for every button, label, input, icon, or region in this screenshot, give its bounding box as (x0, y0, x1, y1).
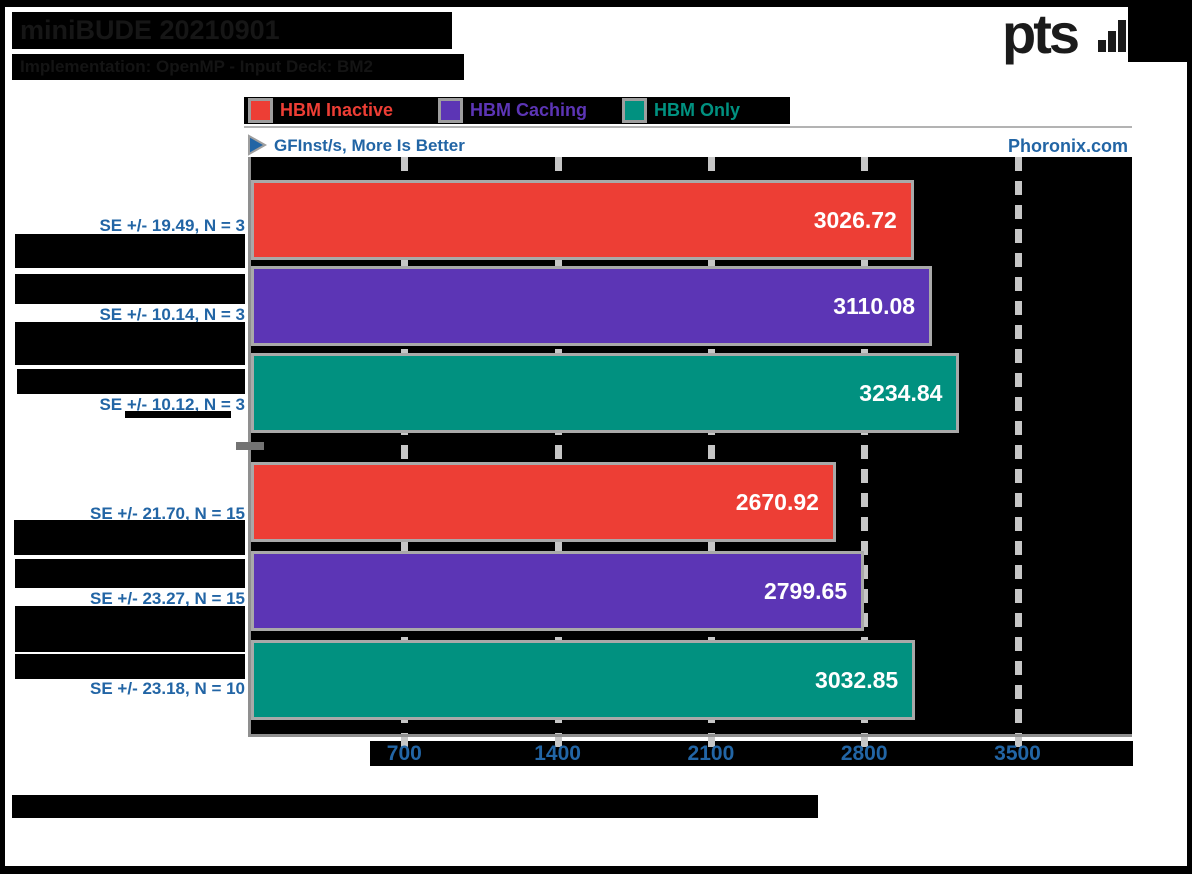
bar-hbm-inactive-group1: 3026.72 (251, 180, 914, 260)
row6-se-label: SE +/- 23.18, N = 10 (90, 679, 245, 698)
bar-value-label: 3032.85 (815, 666, 899, 693)
row6-name-redacted (15, 654, 245, 679)
plot-bottom-axis-line (248, 734, 1132, 737)
page-title: miniBUDE 20210901 (12, 12, 452, 49)
bar-hbm-only-group2: 3032.85 (251, 640, 916, 720)
phoronix-watermark: Phoronix.com (1007, 136, 1128, 156)
legend-item-hbm-inactive: HBM Inactive (248, 98, 393, 123)
x-tick-2100: 2100 (687, 742, 735, 765)
row1-name-redacted (15, 234, 245, 268)
row3-se-label: SE +/- 10.12, N = 3 (99, 395, 245, 414)
value-axis-label: GFInst/s, More Is Better (274, 136, 465, 155)
x-tick-2800: 2800 (840, 742, 888, 765)
left-border-bar (0, 7, 5, 866)
row2-se-label: SE +/- 10.14, N = 3 (99, 305, 245, 324)
row3-name-redacted (125, 411, 231, 418)
row4-se-label: SE +/- 21.70, N = 15 (90, 504, 245, 523)
legend-label: HBM Only (654, 100, 741, 120)
row5-name-redacted (15, 606, 245, 652)
footer-compiler-options-redacted (12, 795, 818, 818)
bar-value-label: 2799.65 (763, 577, 848, 604)
top-border-bar (0, 0, 1192, 7)
right-border-bar (1187, 7, 1192, 866)
bottom-cutoff-text-bar (0, 866, 1192, 874)
bar-hbm-caching-group2: 2799.65 (251, 551, 865, 631)
bar-value-label: 3026.72 (813, 206, 897, 233)
legend-swatch-purple (438, 98, 463, 123)
pts-logo-bars-icon (1098, 18, 1128, 52)
bar-value-label: 2670.92 (735, 488, 819, 515)
gridline-700 (401, 157, 409, 753)
row3-name-redacted (15, 322, 245, 365)
more-is-better-arrow-icon (248, 134, 268, 156)
gridline-3500 (1014, 157, 1022, 753)
gridline-1400 (554, 157, 562, 753)
x-tick-700: 700 (386, 742, 422, 765)
legend-background (244, 97, 790, 124)
legend-swatch-red (248, 98, 273, 123)
bar-hbm-caching-group1: 3110.08 (251, 266, 933, 346)
row1-se-label: SE +/- 19.49, N = 3 (99, 216, 245, 235)
header-corner-block (1128, 7, 1187, 62)
row5-se-label: SE +/- 23.27, N = 15 (90, 589, 245, 608)
bar-value-label: 3234.84 (859, 379, 943, 406)
bar-hbm-only-group1: 3234.84 (251, 353, 960, 433)
legend-label: HBM Inactive (280, 100, 394, 120)
row5-name-redacted (15, 559, 245, 588)
legend-swatch-teal (622, 98, 647, 123)
group-divider-tick (236, 442, 264, 450)
row3-name-redacted (17, 369, 245, 394)
pts-logo-text: pts (1002, 2, 1080, 65)
legend-item-hbm-caching: HBM Caching (438, 98, 587, 123)
pts-logo: pts (1002, 6, 1128, 62)
legend-item-hbm-only: HBM Only (622, 98, 740, 123)
bar-value-label: 3110.08 (833, 292, 916, 319)
page-subtitle: Implementation: OpenMP - Input Deck: BM2 (12, 54, 464, 80)
x-tick-3500: 3500 (994, 742, 1041, 765)
x-tick-1400: 1400 (534, 742, 581, 765)
legend-label: HBM Caching (470, 100, 587, 120)
row2-name-redacted (15, 274, 245, 304)
gridline-2100 (707, 157, 715, 753)
legend-divider-line (244, 126, 1132, 128)
x-axis-background (370, 741, 1133, 766)
gridline-2800 (861, 157, 869, 753)
row4-name-redacted (14, 520, 245, 555)
bar-hbm-inactive-group2: 2670.92 (251, 462, 836, 542)
